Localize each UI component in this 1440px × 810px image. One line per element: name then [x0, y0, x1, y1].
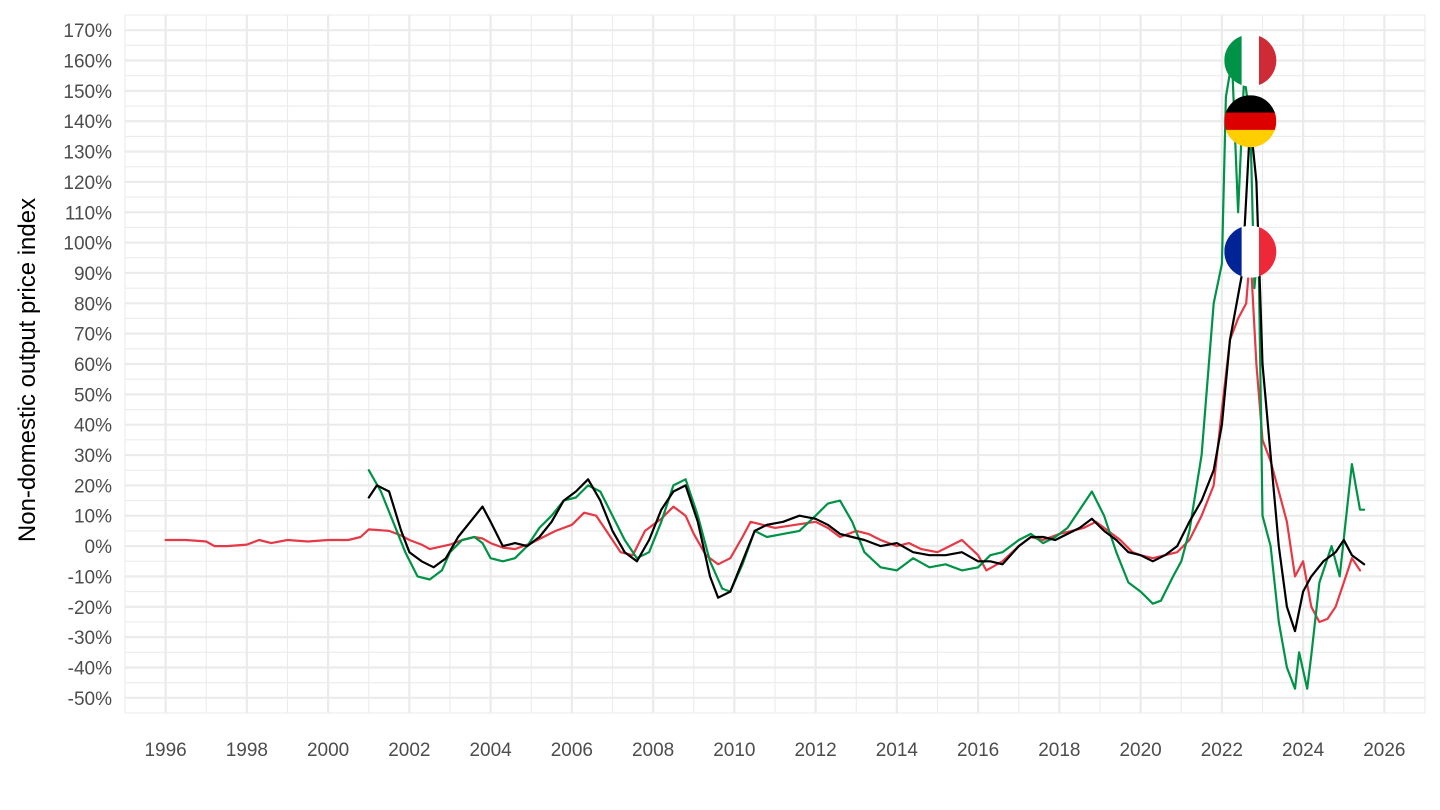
country-flag-markers [1224, 34, 1277, 278]
flag-france-icon [1224, 225, 1277, 278]
y-tick-label: 70% [74, 325, 112, 346]
y-axis-tick-labels: -50% -40% -30% -20% -10% 0% 10% 20% 30% 40% 50% 60%… [63, 21, 112, 710]
x-tick-label: 2004 [469, 740, 512, 761]
x-tick-label: 2022 [1201, 740, 1243, 761]
x-tick-label: 2014 [876, 740, 919, 761]
y-tick-label: 40% [74, 416, 112, 437]
x-tick-label: 2026 [1363, 740, 1405, 761]
flag-italy-icon [1224, 34, 1277, 87]
x-tick-label: 2006 [551, 740, 593, 761]
y-tick-label: 20% [74, 476, 112, 497]
x-tick-label: 2016 [957, 740, 999, 761]
y-tick-label: 130% [63, 143, 112, 164]
y-tick-label: 170% [63, 21, 112, 42]
y-tick-label: 110% [65, 203, 112, 224]
x-tick-label: 2018 [1038, 740, 1080, 761]
x-tick-label: 2010 [713, 740, 755, 761]
y-tick-label: 10% [74, 507, 112, 528]
x-tick-label: 2012 [794, 740, 836, 761]
y-tick-label: 90% [74, 264, 112, 285]
y-tick-label: 60% [74, 355, 112, 376]
y-tick-label: -40% [68, 658, 112, 679]
gridlines [124, 14, 1426, 714]
x-tick-label: 2024 [1282, 740, 1325, 761]
x-tick-label: 2020 [1119, 740, 1161, 761]
y-tick-label: 100% [63, 234, 112, 255]
y-tick-label: -20% [68, 598, 112, 619]
x-tick-label: 1998 [226, 740, 268, 761]
series-line-france [164, 250, 1362, 624]
x-tick-label: 2002 [388, 740, 430, 761]
y-tick-label: 160% [63, 52, 112, 73]
y-tick-label: -30% [68, 628, 112, 649]
y-axis-title: Non-domestic output price index [14, 198, 41, 542]
x-axis-tick-labels: 1996 1998 2000 2002 2004 2006 2008 2010 2012 2014… [144, 740, 1405, 761]
y-tick-label: 120% [63, 173, 112, 194]
y-tick-label: 140% [63, 112, 112, 133]
y-tick-label: 150% [63, 82, 112, 103]
y-tick-label: -50% [68, 689, 112, 710]
flag-germany-icon [1224, 95, 1277, 148]
y-tick-label: -10% [68, 567, 112, 588]
x-tick-label: 2000 [307, 740, 349, 761]
y-tick-label: 30% [74, 446, 112, 467]
x-tick-label: 2008 [632, 740, 674, 761]
y-tick-label: 50% [74, 385, 112, 406]
series-line-italy [367, 59, 1366, 690]
y-tick-label: 0% [85, 537, 113, 558]
x-tick-label: 1996 [144, 740, 186, 761]
y-tick-label: 80% [74, 294, 112, 315]
series-lines [164, 59, 1366, 690]
